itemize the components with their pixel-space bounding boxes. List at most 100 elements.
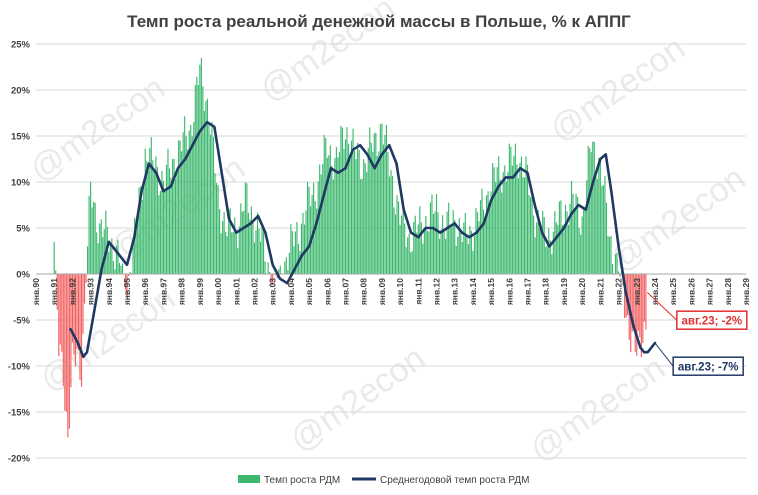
bar (452, 210, 454, 274)
bar (300, 223, 303, 274)
x-tick-label: янв.25 (668, 278, 678, 305)
bar (432, 214, 435, 274)
bar (223, 212, 225, 274)
bar (473, 236, 476, 274)
bar (484, 217, 486, 274)
bar (542, 210, 544, 274)
bar (572, 193, 574, 274)
bar (388, 176, 391, 274)
bar (361, 178, 363, 274)
bar (478, 221, 480, 274)
bar (200, 57, 202, 274)
bar (214, 173, 216, 274)
bar (170, 177, 172, 274)
bar (228, 209, 230, 274)
bar (354, 150, 356, 274)
bar (235, 233, 237, 274)
bar (469, 226, 471, 274)
bar (429, 202, 432, 274)
annotation-leader (654, 342, 674, 367)
bar (278, 269, 280, 274)
x-tick-label: янв.10 (395, 278, 405, 305)
bar (343, 148, 345, 274)
bar (387, 151, 389, 274)
bar (575, 193, 577, 274)
legend-label-bars: Темп роста РДМ (264, 475, 340, 486)
bar (305, 210, 307, 274)
x-tick-label: янв.05 (304, 278, 314, 305)
bar (577, 197, 579, 274)
bar (357, 142, 359, 274)
bar (645, 274, 647, 330)
bar (385, 124, 388, 274)
bar (109, 244, 111, 274)
bar (79, 274, 81, 380)
bar (531, 190, 533, 274)
bar (156, 166, 158, 274)
bar (567, 224, 570, 274)
bar (510, 146, 512, 274)
bar (592, 141, 594, 274)
legend-swatch-bars (238, 475, 260, 483)
bar (627, 274, 629, 316)
bar-series (53, 57, 647, 438)
x-tick-label: янв.28 (723, 278, 733, 305)
bar (601, 185, 603, 274)
bar (608, 236, 611, 274)
bar (428, 231, 430, 274)
bar (611, 263, 614, 274)
annotation-label: авг.23; -2% (682, 316, 743, 328)
bar (103, 229, 105, 274)
bar (62, 274, 64, 386)
bar (159, 191, 161, 274)
bar (275, 274, 277, 276)
bar (124, 274, 127, 290)
bar (455, 245, 457, 274)
bar (203, 110, 205, 274)
x-tick-label: янв.09 (377, 278, 387, 305)
bar (97, 243, 99, 274)
bar (299, 250, 301, 274)
bar (554, 211, 556, 274)
bar (173, 158, 175, 274)
y-tick-label: 5% (16, 224, 30, 235)
x-tick-label: янв.97 (158, 278, 168, 305)
bar (61, 274, 63, 352)
bar (58, 274, 60, 357)
bar (247, 212, 249, 274)
bar (143, 180, 145, 274)
bar (291, 231, 293, 274)
bar (325, 138, 327, 274)
bar (222, 221, 224, 274)
bar (537, 210, 539, 274)
bar (505, 181, 507, 274)
x-tick-label: янв.27 (705, 278, 715, 305)
bar (492, 163, 494, 274)
bar (229, 208, 231, 274)
x-tick-label: янв.01 (231, 278, 241, 305)
bar (340, 125, 342, 274)
bar (580, 234, 582, 274)
x-tick-label: янв.07 (340, 278, 350, 305)
bar (176, 169, 178, 274)
bar (642, 274, 644, 344)
bar (378, 151, 380, 274)
bar (331, 165, 333, 274)
bar (514, 143, 516, 274)
bar (448, 202, 450, 274)
bar (347, 143, 350, 274)
bar (196, 76, 198, 274)
bar (614, 254, 617, 274)
bar (102, 237, 104, 274)
bar (82, 274, 84, 334)
bar (405, 247, 407, 274)
bar (153, 169, 155, 274)
x-tick-label: янв.90 (31, 278, 41, 305)
bar (369, 127, 371, 275)
x-tick-label: янв.20 (577, 278, 587, 305)
bar (573, 207, 576, 274)
bar (495, 181, 497, 274)
bar (546, 244, 548, 274)
line-series (69, 120, 657, 359)
bar (344, 139, 347, 274)
